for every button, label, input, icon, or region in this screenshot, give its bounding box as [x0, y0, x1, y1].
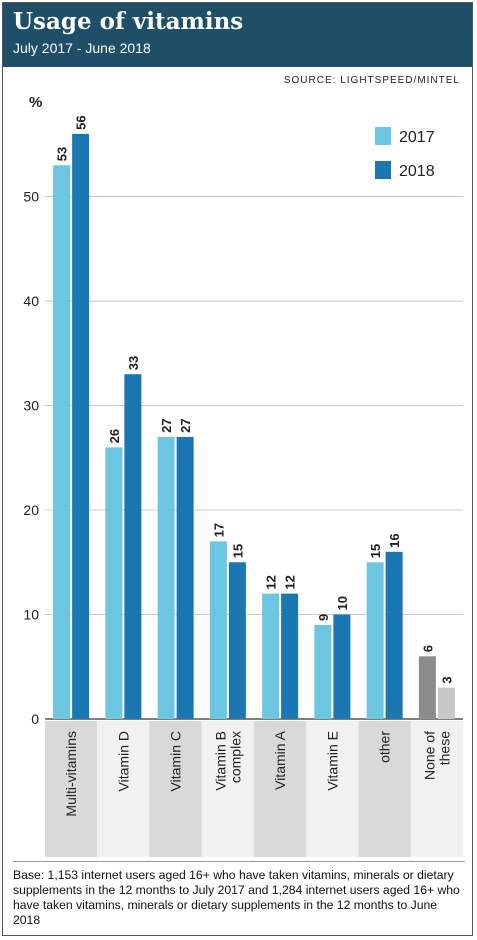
data-label-2017: 15 — [368, 544, 383, 558]
bar-2018 — [437, 687, 455, 719]
data-label-2018: 56 — [74, 115, 89, 129]
data-label-2018: 15 — [230, 544, 245, 558]
y-tick-label: 0 — [31, 711, 39, 727]
category-band — [201, 721, 254, 857]
data-label-2018: 12 — [283, 575, 298, 589]
data-label-2017: 53 — [55, 147, 70, 161]
bar-2018 — [228, 562, 246, 719]
category-label: other — [377, 731, 393, 763]
bar-chart: 0 10 20 30 40 50% 2017 2018 53 56 Multi-vitamins 26… — [23, 94, 463, 857]
category-label: Vitamin D — [115, 731, 131, 791]
category-label: Vitamin A — [272, 730, 288, 790]
data-label-2017: 27 — [159, 418, 174, 432]
data-label-2017: 17 — [211, 523, 226, 537]
category-label: None of — [421, 731, 437, 780]
bar-2018 — [124, 374, 142, 719]
y-axis-label: % — [29, 94, 42, 111]
category-band — [358, 721, 411, 857]
bar-2017 — [418, 656, 436, 719]
legend-label-2017: 2017 — [399, 129, 435, 146]
chart-subtitle: July 2017 - June 2018 — [13, 40, 151, 56]
data-label-2017: 9 — [316, 614, 331, 621]
data-label-2017: 6 — [420, 645, 435, 652]
bar-2017 — [53, 165, 71, 719]
base-footnote: Base: 1,153 internet users aged 16+ who … — [13, 861, 465, 928]
data-label-2018: 3 — [439, 676, 454, 683]
bar-2018 — [281, 593, 299, 719]
bar-2017 — [209, 541, 227, 719]
legend-label-2018: 2018 — [399, 163, 435, 180]
category-band — [254, 721, 307, 857]
chart-title: Usage of vitamins — [13, 8, 244, 35]
bar-2018 — [333, 614, 351, 719]
y-tick-label: 10 — [23, 607, 39, 623]
bar-2018 — [385, 551, 403, 719]
bar-2018 — [176, 436, 194, 719]
bar-2017 — [105, 447, 123, 719]
y-tick-label: 30 — [23, 398, 39, 414]
bar-2017 — [366, 562, 384, 719]
category-band — [97, 721, 150, 857]
category-band — [306, 721, 359, 857]
category-band — [149, 721, 202, 857]
category-band — [410, 721, 463, 857]
header-banner: Usage of vitamins July 2017 - June 2018 — [3, 3, 472, 67]
category-label: Multi-vitamins — [63, 731, 79, 817]
bar-2017 — [262, 593, 280, 719]
category-label: Vitamin E — [324, 731, 340, 791]
data-label-2018: 33 — [126, 356, 141, 370]
category-label: Vitamin B — [212, 731, 228, 791]
legend-swatch-2017 — [375, 127, 391, 145]
data-label-2017: 12 — [264, 575, 279, 589]
bar-2017 — [314, 624, 332, 719]
y-tick-label: 50 — [23, 189, 39, 205]
bar-2017 — [157, 436, 175, 719]
category-label: Vitamin C — [168, 731, 184, 791]
category-label: complex — [227, 731, 243, 783]
data-label-2018: 10 — [335, 596, 350, 610]
data-label-2018: 16 — [387, 533, 402, 547]
category-label: these — [436, 731, 452, 765]
category-band — [45, 721, 98, 857]
y-tick-label: 20 — [23, 502, 39, 518]
data-label-2018: 27 — [178, 418, 193, 432]
data-label-2017: 26 — [107, 429, 122, 443]
source-note: SOURCE: LIGHTSPEED/MINTEL — [283, 75, 460, 86]
bar-2018 — [72, 133, 90, 719]
legend-swatch-2018 — [375, 161, 391, 179]
y-tick-label: 40 — [23, 293, 39, 309]
